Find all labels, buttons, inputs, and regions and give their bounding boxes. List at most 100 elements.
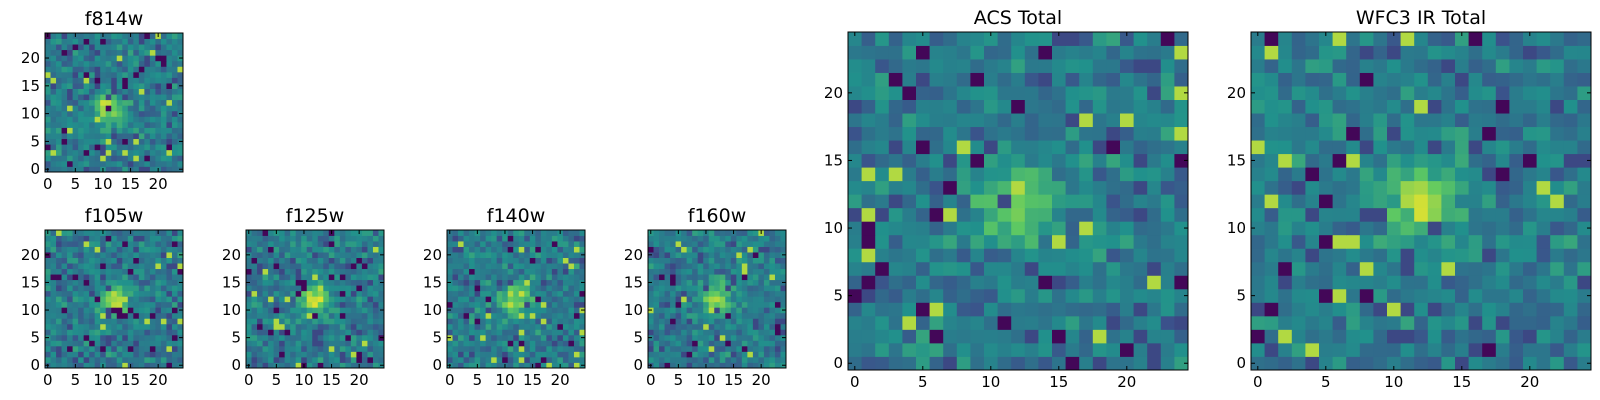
heatmap-cell xyxy=(295,307,302,314)
heatmap-cell xyxy=(485,323,492,330)
heatmap-cell xyxy=(61,246,68,253)
heatmap-cell xyxy=(138,340,145,347)
heatmap-cell xyxy=(72,99,79,106)
heatmap-cell xyxy=(653,263,660,270)
heatmap-cell xyxy=(458,329,464,336)
heatmap-cell xyxy=(306,290,313,297)
heatmap-cell xyxy=(697,235,704,242)
heatmap-cell xyxy=(111,121,118,128)
heatmap-cell xyxy=(507,296,514,303)
heatmap-cell xyxy=(1427,99,1442,114)
heatmap-cell xyxy=(1550,315,1565,330)
heatmap-cell xyxy=(149,257,156,264)
heatmap-cell xyxy=(675,345,682,352)
heatmap-cell xyxy=(67,60,73,67)
heatmap-cell xyxy=(160,329,167,336)
heatmap-cell xyxy=(122,334,129,341)
heatmap-cell xyxy=(94,345,101,352)
heatmap-cell xyxy=(61,285,68,292)
heatmap-cell xyxy=(653,362,660,369)
heatmap-cell xyxy=(997,275,1012,290)
heatmap-cell xyxy=(323,356,330,363)
heatmap-cell xyxy=(1024,59,1039,73)
heatmap-cell xyxy=(1133,329,1148,344)
heatmap-cell xyxy=(1120,315,1134,330)
heatmap-cell xyxy=(736,301,743,308)
heatmap-cell xyxy=(273,351,280,358)
heatmap-cell xyxy=(111,49,118,56)
heatmap-cell xyxy=(138,345,145,352)
heatmap-cell xyxy=(166,362,173,369)
heatmap-cell xyxy=(1536,45,1551,60)
heatmap-cell xyxy=(1160,329,1175,344)
heatmap-cell xyxy=(122,329,129,336)
heatmap-cell xyxy=(1346,356,1361,371)
heatmap-cell xyxy=(111,279,118,286)
heatmap-cell xyxy=(725,290,732,297)
heatmap-cell xyxy=(1011,194,1026,209)
heatmap-cell xyxy=(529,351,536,358)
heatmap-cell xyxy=(133,263,140,270)
heatmap-cell xyxy=(648,345,654,352)
heatmap-cell xyxy=(747,334,754,341)
heatmap-cell xyxy=(474,334,481,341)
heatmap-cell xyxy=(902,140,917,155)
heatmap-cell xyxy=(166,105,173,112)
heatmap-cell xyxy=(171,77,178,84)
heatmap-cell xyxy=(149,149,156,156)
heatmap-cell xyxy=(524,340,531,347)
heatmap-cell xyxy=(290,246,297,253)
heatmap-cell xyxy=(111,94,118,101)
heatmap-cell xyxy=(116,351,123,358)
heatmap-cell xyxy=(970,99,985,114)
heatmap-cell xyxy=(171,71,178,78)
heatmap-cell xyxy=(970,207,985,222)
heatmap-cell xyxy=(557,285,564,292)
heatmap-cell xyxy=(916,288,930,303)
heatmap-cell xyxy=(670,290,676,297)
heatmap-cell xyxy=(1577,113,1592,128)
heatmap-cell xyxy=(1251,234,1265,249)
heatmap-cell xyxy=(279,296,286,303)
heatmap-cell xyxy=(1305,194,1320,209)
heatmap-cell xyxy=(1147,275,1162,290)
heatmap-cell xyxy=(984,288,998,303)
heatmap-cell xyxy=(138,127,145,134)
heatmap-cell xyxy=(177,268,184,275)
heatmap-cell xyxy=(1319,72,1333,87)
heatmap-cell xyxy=(452,318,459,325)
heatmap-cell xyxy=(1251,275,1265,290)
heatmap-cell xyxy=(686,257,693,264)
heatmap-cell xyxy=(284,230,291,236)
heatmap-cell xyxy=(1120,248,1134,263)
heatmap-cell xyxy=(1160,86,1175,100)
heatmap-cell xyxy=(535,285,542,292)
heatmap-cell xyxy=(1563,45,1578,60)
heatmap-cell xyxy=(312,356,319,363)
heatmap-cell xyxy=(144,155,151,162)
heatmap-cell xyxy=(780,351,787,358)
heatmap-cell xyxy=(160,230,167,236)
heatmap-cell xyxy=(361,246,368,253)
heatmap-cell xyxy=(111,235,118,242)
x-tick-label: 0 xyxy=(1253,373,1263,391)
heatmap-cell xyxy=(350,307,357,314)
heatmap-cell xyxy=(902,207,917,222)
axes-frame xyxy=(446,229,586,369)
heatmap-cell xyxy=(697,307,704,314)
heatmap-cell xyxy=(568,329,575,336)
heatmap-cell xyxy=(160,144,167,151)
heatmap-cell xyxy=(1079,86,1094,100)
heatmap-cell xyxy=(1414,99,1429,114)
heatmap-cell xyxy=(56,340,62,347)
heatmap-cell xyxy=(535,279,542,286)
heatmap-cell xyxy=(1455,329,1469,344)
heatmap-cell xyxy=(480,230,487,236)
heatmap-cell xyxy=(485,246,492,253)
heatmap-cell xyxy=(323,285,330,292)
heatmap-cell xyxy=(692,290,699,297)
heatmap-cell xyxy=(774,312,781,319)
heatmap-cell xyxy=(1387,32,1401,46)
heatmap-cell xyxy=(72,49,79,56)
heatmap-cell xyxy=(763,241,770,247)
